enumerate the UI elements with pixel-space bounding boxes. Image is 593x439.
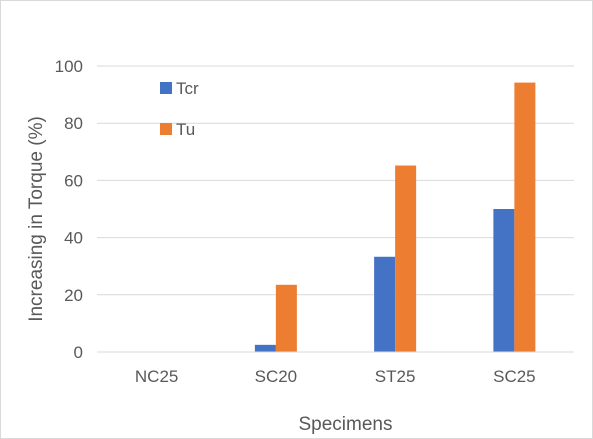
y-tick-label: 0 <box>74 343 83 362</box>
x-axis-ticks: NC25 SC20 ST25 SC25 <box>135 367 536 386</box>
y-axis-title: Increasing in Torque (%) <box>26 116 47 322</box>
x-tick-label: ST25 <box>375 367 416 386</box>
bar-tu-st25 <box>395 165 417 352</box>
y-tick-label: 40 <box>64 229 83 248</box>
legend-label-tcr: Tcr <box>176 79 199 98</box>
x-axis-title: Specimens <box>299 414 393 435</box>
legend: Tcr Tu <box>160 79 199 139</box>
legend-swatch-tcr <box>160 82 172 94</box>
bar-tu-sc20 <box>275 284 297 352</box>
legend-swatch-tu <box>160 123 172 135</box>
y-tick-label: 60 <box>64 171 83 190</box>
x-tick-label: SC25 <box>493 367 536 386</box>
y-tick-label: 80 <box>64 114 83 133</box>
bar-tcr-st25 <box>374 256 396 352</box>
y-tick-label: 100 <box>55 57 83 76</box>
x-tick-label: SC20 <box>255 367 298 386</box>
y-axis-ticks: 0 20 40 60 80 100 <box>55 57 83 362</box>
bar-tu-sc25 <box>514 82 536 352</box>
bar-tcr-sc25 <box>493 209 515 352</box>
x-tick-label: NC25 <box>135 367 178 386</box>
bar-tcr-sc20 <box>254 344 276 352</box>
legend-label-tu: Tu <box>176 120 195 139</box>
y-tick-label: 20 <box>64 286 83 305</box>
bars <box>254 82 536 352</box>
